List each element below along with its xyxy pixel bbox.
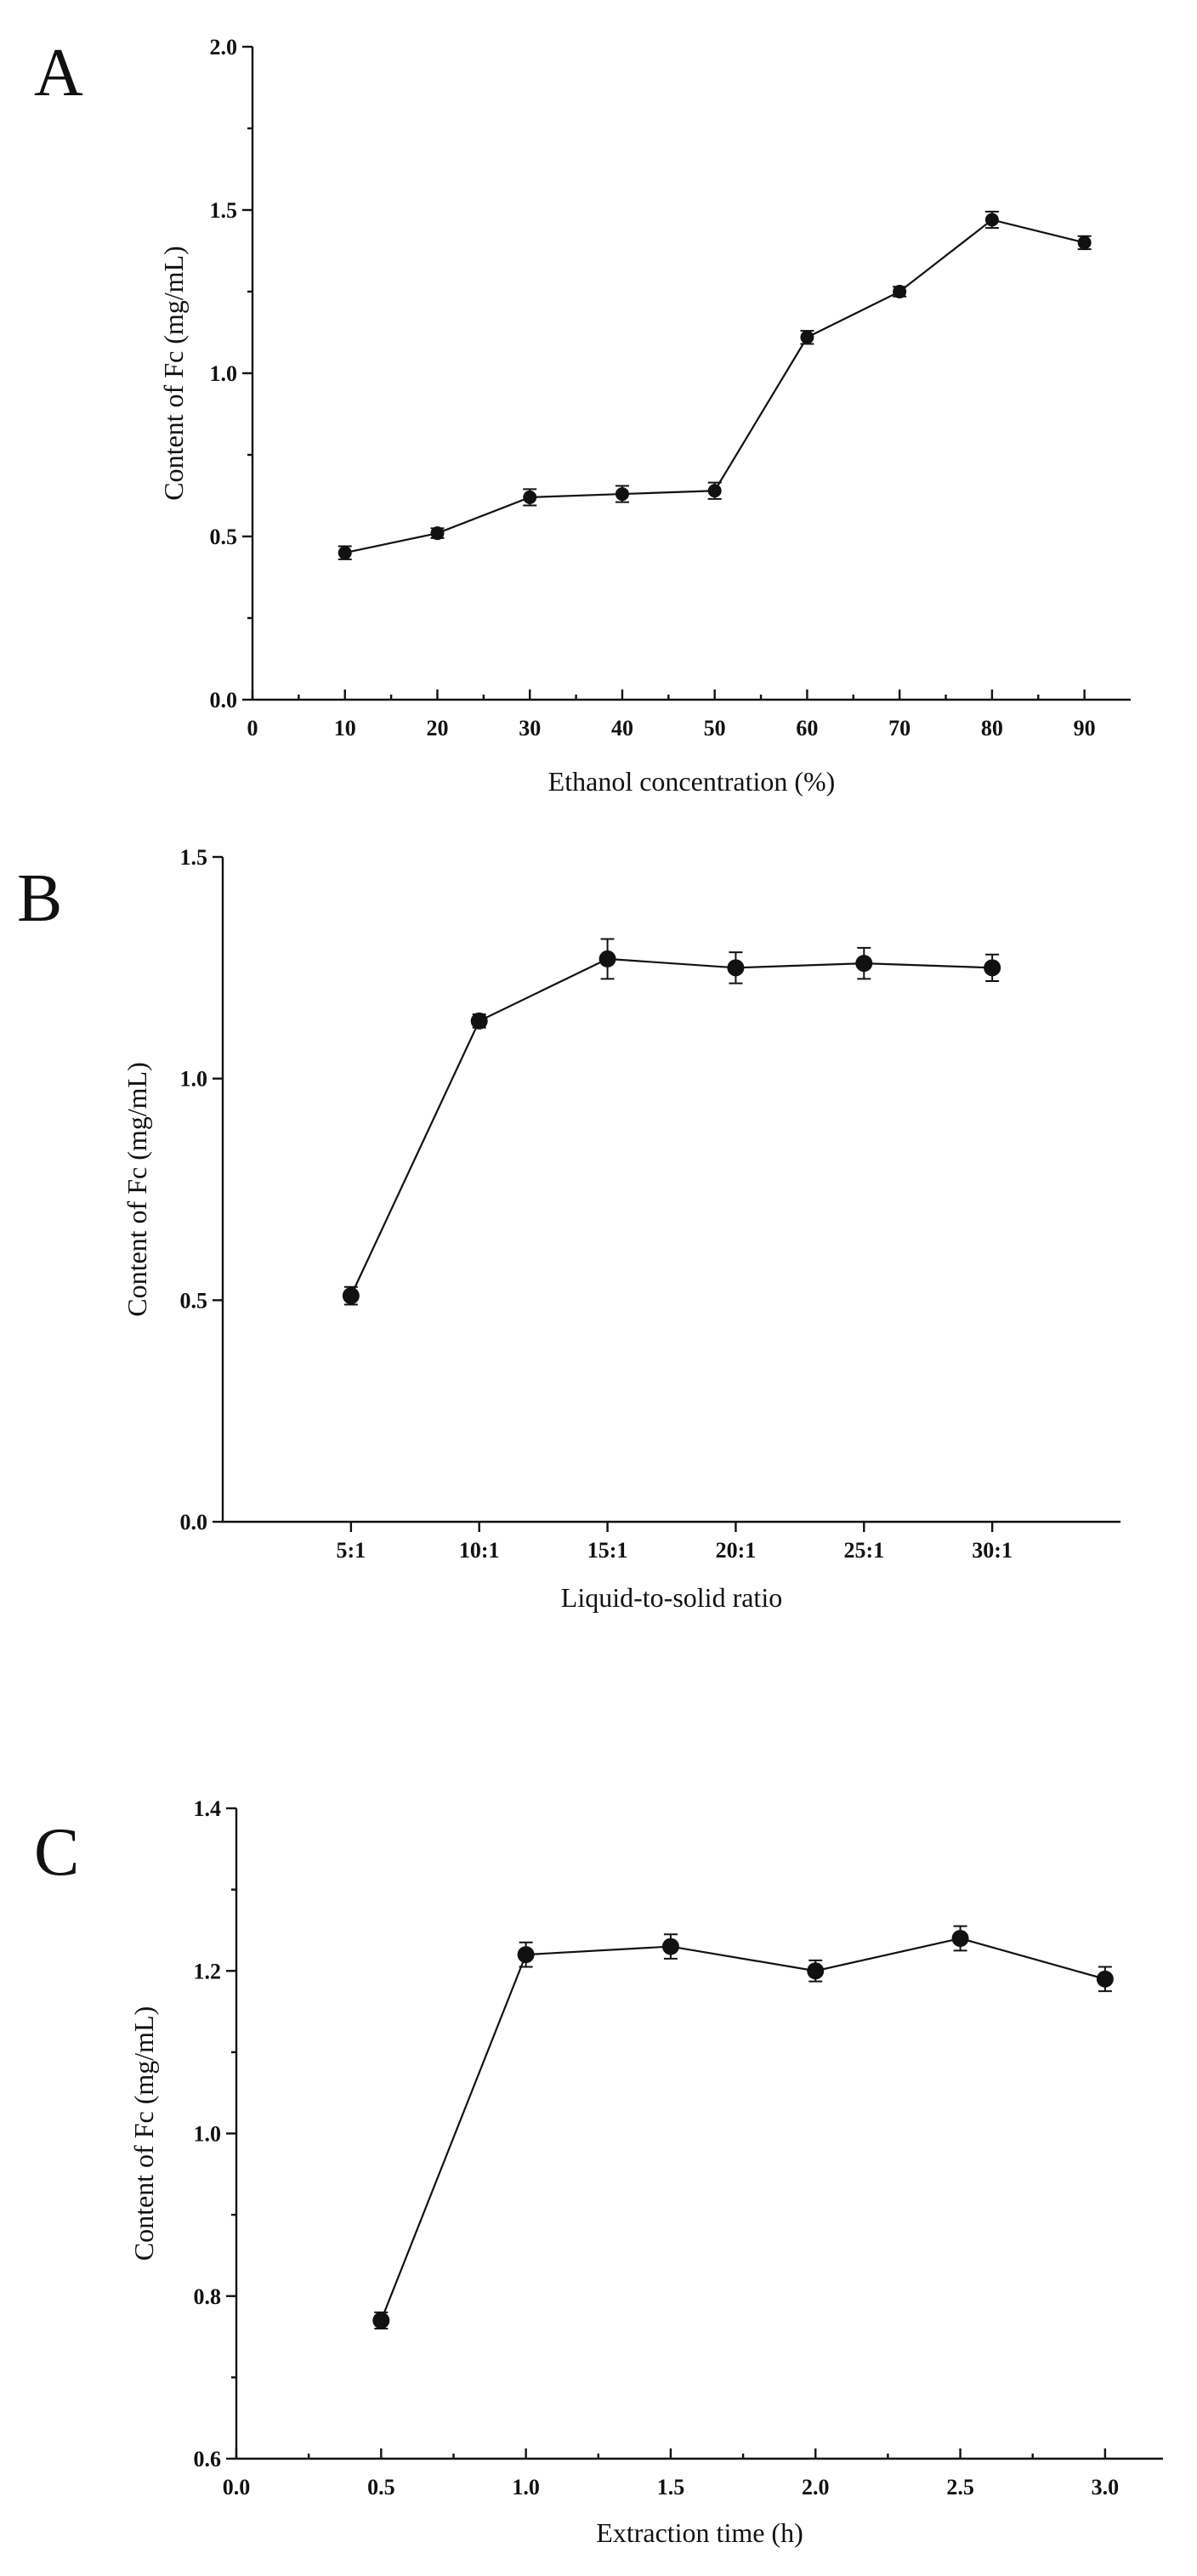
x-tick-label: 90 xyxy=(1074,716,1096,740)
x-tick-label: 20 xyxy=(426,716,448,740)
y-tick-label: 1.0 xyxy=(180,1067,208,1092)
y-axis-title: Content of Fc (mg/mL) xyxy=(158,246,189,501)
y-tick-label: 1.5 xyxy=(210,198,238,223)
data-point xyxy=(430,526,445,541)
y-tick-label: 0.5 xyxy=(180,1288,208,1313)
y-tick-label: 1.0 xyxy=(194,2122,222,2147)
data-point xyxy=(661,1938,679,1955)
panel-letter: B xyxy=(17,861,62,936)
y-axis-title: Content of Fc (mg/mL) xyxy=(128,2006,159,2261)
y-tick-label: 0.6 xyxy=(194,2447,222,2471)
data-point xyxy=(800,330,814,344)
x-tick-label: 20:1 xyxy=(716,1538,757,1563)
data-point xyxy=(1096,1970,1114,1988)
data-point xyxy=(1077,235,1092,250)
y-tick-label: 1.5 xyxy=(180,845,208,870)
data-point xyxy=(951,1930,969,1947)
data-point xyxy=(338,546,352,560)
x-tick-label: 0 xyxy=(247,716,258,740)
panel-a: 0.0 0.5 1.0 1.5 2.0 0 10 20 30 40 50 60 70 80 90 Ethano… xyxy=(34,35,1131,797)
data-point xyxy=(855,955,873,973)
data-point xyxy=(598,950,616,967)
data-point xyxy=(517,1946,535,1964)
x-tick-label: 15:1 xyxy=(587,1538,628,1563)
y-axis-title: Content of Fc (mg/mL) xyxy=(122,1062,152,1317)
x-tick-label: 0.5 xyxy=(367,2475,395,2499)
x-tick-label: 60 xyxy=(796,716,818,740)
data-point xyxy=(470,1012,488,1030)
panel-b: 0.0 0.5 1.0 1.5 5:1 10:1 15:1 20:1 25:1 30:1 Liqui… xyxy=(17,845,1120,1613)
x-tick-label: 1.5 xyxy=(657,2475,685,2499)
data-point xyxy=(984,959,1001,977)
x-tick-label: 2.0 xyxy=(802,2475,830,2499)
x-tick-label: 50 xyxy=(704,716,726,740)
x-tick-label: 30 xyxy=(519,716,541,740)
y-tick-label: 1.2 xyxy=(194,1959,222,1983)
y-tick-label: 1.4 xyxy=(194,1796,222,1821)
x-tick-label: 2.5 xyxy=(946,2475,974,2499)
data-point xyxy=(372,2312,390,2329)
data-point xyxy=(523,490,537,504)
data-point xyxy=(342,1287,360,1305)
data-point xyxy=(807,1962,825,1980)
x-axis-title: Ethanol concentration (%) xyxy=(548,766,836,797)
x-tick-label: 30:1 xyxy=(972,1538,1013,1563)
y-tick-label: 1.0 xyxy=(210,361,238,386)
y-tick-label: 0.0 xyxy=(180,1510,208,1535)
data-point xyxy=(984,213,999,227)
series-line xyxy=(344,218,1085,554)
series-line xyxy=(380,1937,1106,2321)
data-point xyxy=(615,487,629,502)
panel-c: 0.6 0.8 1.0 1.2 1.4 0.0 0.5 1.0 1.5 2.0 2.5 3.0 Extr… xyxy=(34,1796,1163,2548)
x-tick-label: 10 xyxy=(334,716,356,740)
y-tick-label: 2.0 xyxy=(210,35,238,60)
y-tick-label: 0.0 xyxy=(210,688,238,712)
x-axis-title: Extraction time (h) xyxy=(596,2517,803,2548)
x-tick-label: 0.0 xyxy=(223,2475,251,2499)
x-tick-label: 5:1 xyxy=(337,1538,366,1563)
x-tick-label: 40 xyxy=(611,716,633,740)
panel-letter: C xyxy=(34,1815,79,1890)
y-tick-label: 0.8 xyxy=(194,2284,222,2309)
x-tick-label: 10:1 xyxy=(459,1538,500,1563)
x-tick-label: 1.0 xyxy=(512,2475,540,2499)
x-tick-label: 70 xyxy=(888,716,911,740)
data-point xyxy=(893,285,907,298)
x-tick-label: 80 xyxy=(981,716,1003,740)
data-point xyxy=(707,484,722,498)
x-tick-label: 3.0 xyxy=(1092,2475,1120,2499)
series-line xyxy=(349,957,993,1297)
panel-letter: A xyxy=(34,36,83,111)
y-tick-label: 0.5 xyxy=(210,525,238,549)
x-tick-label: 25:1 xyxy=(843,1538,884,1563)
data-point xyxy=(727,959,745,977)
x-axis-title: Liquid-to-solid ratio xyxy=(561,1582,782,1613)
